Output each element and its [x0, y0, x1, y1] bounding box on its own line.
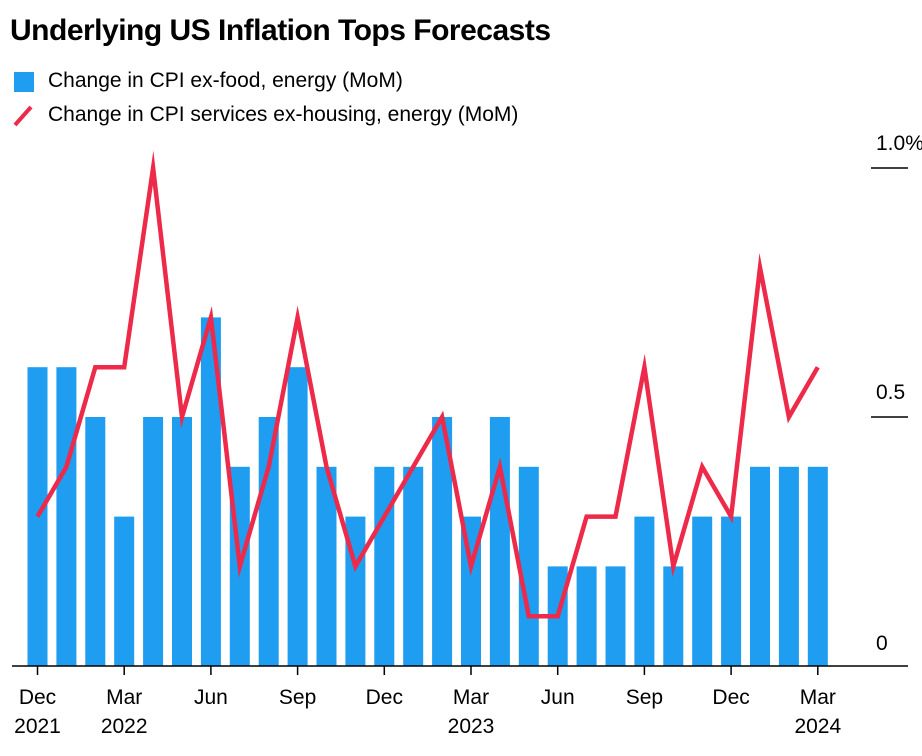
legend-label-core-cpi: Change in CPI ex-food, energy (MoM) — [48, 69, 403, 92]
bar — [663, 566, 684, 666]
legend-item-core-cpi: Change in CPI ex-food, energy (MoM) — [14, 66, 518, 100]
y-tick-label: 1.0% — [876, 132, 922, 155]
bar — [172, 417, 192, 666]
chart-title: Underlying US Inflation Tops Forecasts — [10, 14, 551, 47]
bar — [750, 466, 770, 666]
bar — [287, 367, 308, 666]
legend: Change in CPI ex-food, energy (MoM) Chan… — [13, 66, 519, 134]
bar — [56, 367, 77, 666]
x-tick-label: Jun — [194, 686, 228, 709]
x-tick-label: Mar — [453, 686, 489, 709]
x-tick-year-label: 2024 — [794, 715, 841, 738]
bar — [316, 466, 337, 666]
bar — [143, 417, 164, 666]
bar — [605, 566, 626, 666]
bar — [576, 566, 597, 666]
x-tick-year-label: 2022 — [101, 715, 148, 738]
legend-item-supercore: Change in CPI services ex-housing, energ… — [13, 100, 519, 134]
x-tick-label: Jun — [541, 686, 575, 709]
bar — [258, 417, 279, 666]
bar — [778, 466, 799, 666]
bar — [114, 516, 135, 666]
bar — [200, 317, 221, 666]
x-tick-label: Sep — [279, 686, 316, 709]
bar — [374, 466, 395, 666]
legend-label-supercore: Change in CPI services ex-housing, energ… — [48, 103, 519, 126]
series-line — [35, 150, 820, 619]
legend-bar-swatch — [14, 72, 34, 92]
y-tick-label: 0.5 — [876, 381, 905, 404]
bar — [489, 417, 510, 666]
bar — [518, 466, 539, 666]
bar — [403, 466, 424, 666]
bar — [432, 417, 453, 666]
x-tick-label: Dec — [19, 686, 56, 709]
bar — [634, 516, 655, 666]
x-tick-label: Sep — [626, 686, 663, 709]
x-tick-year-label: 2023 — [448, 715, 495, 738]
bar — [692, 516, 713, 666]
bar — [85, 417, 106, 666]
bar — [721, 516, 742, 666]
x-tick-label: Mar — [106, 686, 142, 709]
legend-line-swatch — [13, 105, 33, 127]
x-tick-year-label: 2021 — [14, 715, 61, 738]
y-tick-label: 0 — [876, 632, 888, 655]
bar — [807, 466, 828, 666]
x-tick-label: Dec — [366, 686, 403, 709]
x-tick-label: Dec — [712, 686, 749, 709]
x-tick-label: Mar — [800, 686, 836, 709]
